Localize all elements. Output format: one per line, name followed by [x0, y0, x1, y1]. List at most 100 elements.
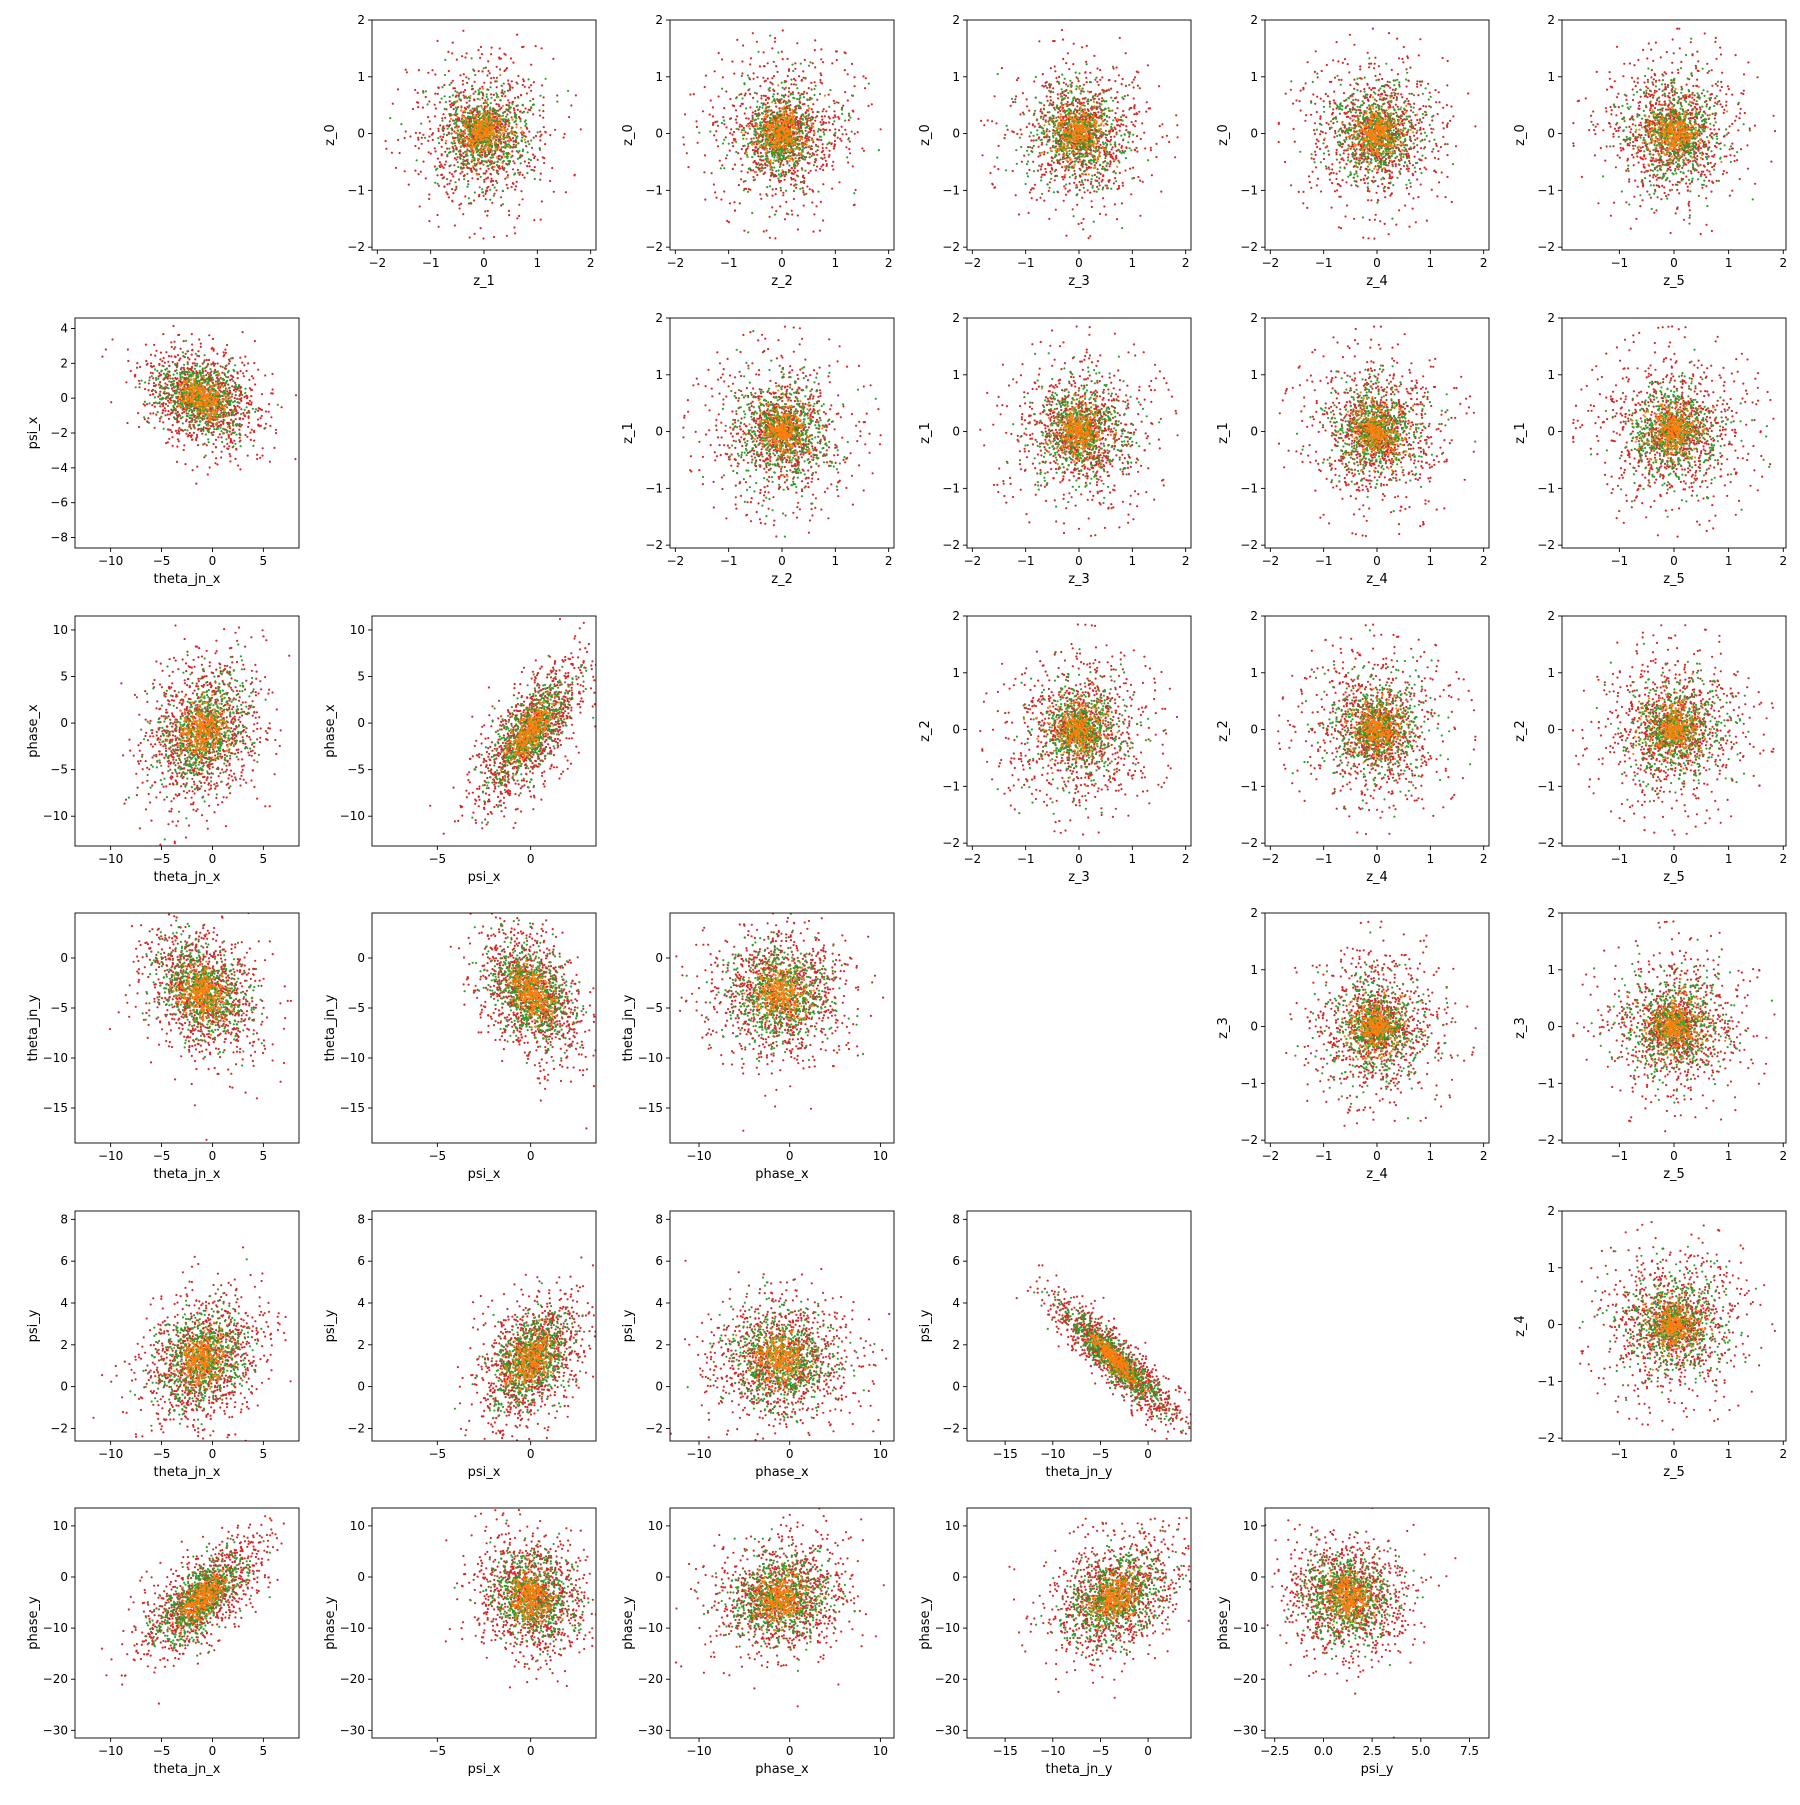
green-point: [489, 86, 491, 88]
red-point: [437, 158, 439, 160]
green-point: [457, 134, 459, 136]
red-point: [439, 136, 441, 138]
red-point: [1057, 93, 1059, 95]
green-point: [761, 127, 763, 129]
red-point: [1098, 93, 1100, 95]
red-point: [454, 157, 456, 159]
red-point: [1097, 111, 1099, 113]
orange-point: [476, 137, 478, 139]
red-point: [1041, 163, 1043, 165]
red-point: [1015, 194, 1017, 196]
green-point: [757, 162, 759, 164]
green-point: [515, 117, 517, 119]
orange-point: [481, 125, 483, 127]
green-point: [757, 148, 759, 150]
orange-point: [467, 122, 469, 124]
red-point: [981, 154, 983, 156]
red-point: [1098, 177, 1100, 179]
red-point: [782, 29, 784, 31]
green-point: [817, 191, 819, 193]
red-point: [847, 161, 849, 163]
orange-point: [788, 116, 790, 118]
red-point: [757, 167, 759, 169]
red-point: [798, 92, 800, 94]
green-point: [762, 167, 764, 169]
green-point: [777, 177, 779, 179]
red-point: [539, 179, 541, 181]
orange-point: [489, 159, 491, 161]
red-point: [729, 150, 731, 152]
red-point: [1099, 105, 1101, 107]
green-point: [450, 133, 452, 135]
red-point: [526, 165, 528, 167]
red-point: [743, 127, 745, 129]
red-point: [490, 181, 492, 183]
red-point: [1136, 135, 1138, 137]
red-point: [1061, 166, 1063, 168]
red-point: [489, 173, 491, 175]
red-point: [395, 167, 397, 169]
green-point: [753, 119, 755, 121]
green-point: [802, 113, 804, 115]
red-point: [704, 199, 706, 201]
red-point: [450, 180, 452, 182]
red-point: [844, 69, 846, 71]
red-point: [511, 150, 513, 152]
red-point: [1049, 86, 1051, 88]
red-point: [749, 189, 751, 191]
red-point: [1132, 167, 1134, 169]
orange-point: [770, 124, 772, 126]
red-point: [1140, 138, 1142, 140]
red-point: [418, 173, 420, 175]
red-point: [506, 184, 508, 186]
green-point: [802, 158, 804, 160]
red-point: [1155, 156, 1157, 158]
red-point: [1110, 161, 1112, 163]
red-point: [817, 145, 819, 147]
y-tick-label: 1: [357, 70, 365, 84]
red-point: [773, 111, 775, 113]
red-point: [511, 116, 513, 118]
green-point: [757, 51, 759, 53]
green-point: [743, 129, 745, 131]
red-point: [1112, 129, 1114, 131]
red-point: [1124, 169, 1126, 171]
red-point: [821, 151, 823, 153]
green-point: [503, 118, 505, 120]
red-point: [731, 142, 733, 144]
red-point: [725, 136, 727, 138]
green-point: [769, 185, 771, 187]
red-point: [459, 172, 461, 174]
red-point: [831, 165, 833, 167]
red-point: [1044, 174, 1046, 176]
red-point: [442, 130, 444, 132]
green-point: [484, 110, 486, 112]
red-point: [1102, 174, 1104, 176]
green-point: [744, 180, 746, 182]
red-point: [1161, 136, 1163, 138]
green-point: [486, 93, 488, 95]
red-point: [809, 188, 811, 190]
red-point: [712, 115, 714, 117]
red-point: [1128, 135, 1130, 137]
green-point: [796, 87, 798, 89]
red-point: [807, 162, 809, 164]
red-point: [459, 153, 461, 155]
green-point: [772, 96, 774, 98]
green-point: [755, 166, 757, 168]
green-point: [1039, 152, 1041, 154]
green-point: [524, 125, 526, 127]
green-point: [802, 190, 804, 192]
red-point: [556, 94, 558, 96]
orange-point: [498, 125, 500, 127]
red-point: [811, 189, 813, 191]
green-point: [539, 95, 541, 97]
orange-point: [798, 140, 800, 142]
red-point: [1065, 235, 1067, 237]
red-point: [746, 147, 748, 149]
green-point: [768, 88, 770, 90]
green-point: [556, 101, 558, 103]
red-point: [442, 125, 444, 127]
red-point: [414, 145, 416, 147]
red-point: [823, 121, 825, 123]
